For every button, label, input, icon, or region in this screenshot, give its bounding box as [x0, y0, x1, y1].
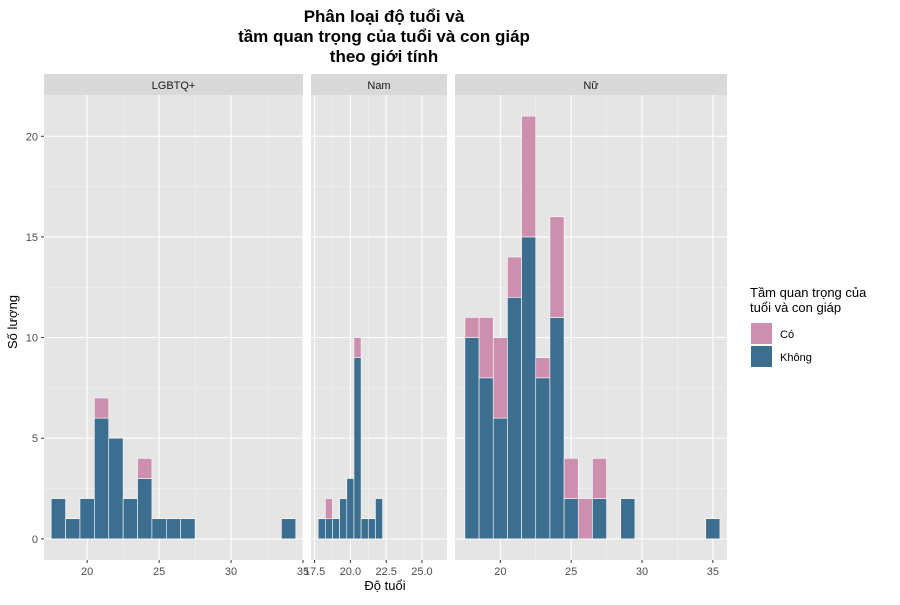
- y-tick-label: 0: [32, 534, 38, 546]
- bar-khong: [563, 498, 579, 540]
- bar-co: [507, 256, 522, 298]
- y-axis: 0 5 10 15 20: [26, 131, 44, 546]
- x-tick-label: 30: [636, 566, 648, 578]
- bar-co: [521, 115, 537, 238]
- bar-co: [577, 498, 593, 540]
- bar-co: [563, 458, 579, 499]
- bar-khong: [325, 518, 333, 540]
- bar-co: [535, 357, 551, 379]
- legend-entries: Có Không: [751, 323, 812, 367]
- legend: Tầm quan trọng của tuổi và con giáp Có Kh…: [750, 285, 867, 367]
- x-tick-label: 35: [707, 566, 719, 578]
- chart-title: Phân loại độ tuổi và tầm quan trọng của …: [238, 7, 530, 66]
- legend-key-co: [751, 323, 772, 344]
- bar-khong: [346, 478, 355, 540]
- bar-co: [592, 458, 607, 499]
- bar-khong: [332, 518, 340, 540]
- bar-co: [492, 337, 508, 419]
- chart-title-line-2: tầm quan trọng của tuổi và con giáp: [238, 27, 530, 46]
- bar-khong: [79, 498, 95, 540]
- bar-co: [353, 337, 362, 358]
- bar-khong: [535, 377, 551, 540]
- panel-background: [311, 95, 447, 560]
- x-tick-label: 25.0: [411, 566, 432, 578]
- bar-khong: [464, 337, 480, 540]
- x-tick-label: 35: [297, 566, 309, 578]
- bar-khong: [94, 417, 110, 540]
- x-tick-label: 30: [225, 566, 237, 578]
- bar-co: [137, 458, 153, 479]
- facet-n-: Nữ 20 25 30 35: [455, 74, 727, 578]
- x-tick-label: 20: [81, 566, 93, 578]
- y-axis-title: Số lượng: [5, 295, 20, 349]
- legend-label-khong: Không: [780, 352, 812, 364]
- bar-khong: [620, 498, 636, 540]
- x-tick-label: 20: [494, 566, 506, 578]
- bar-khong: [705, 518, 721, 540]
- legend-key-khong: [751, 346, 772, 367]
- y-tick-label: 10: [26, 333, 38, 345]
- legend-title-line-2: tuổi và con giáp: [750, 300, 841, 315]
- bar-khong: [166, 518, 181, 540]
- bar-khong: [353, 357, 362, 540]
- bar-co: [549, 216, 565, 318]
- bar-khong: [478, 377, 494, 540]
- facet-strip-label: Nam: [367, 80, 390, 92]
- bar-khong: [375, 498, 383, 540]
- bar-khong: [317, 518, 326, 540]
- legend-label-co: Có: [780, 329, 794, 341]
- legend-title-line-1: Tầm quan trọng của: [750, 285, 867, 300]
- bar-khong: [507, 297, 522, 540]
- chart-title-line-1: Phân loại độ tuổi và: [304, 7, 465, 26]
- bar-khong: [180, 518, 196, 540]
- x-axis-title: Độ tuổi: [364, 578, 405, 593]
- bar-khong: [65, 518, 81, 540]
- facet-strip: [44, 74, 303, 95]
- x-tick-label: 22.5: [375, 566, 396, 578]
- facet-strip: [455, 74, 727, 95]
- facet-lgbtq-: LGBTQ+ 20 25 30 35: [44, 74, 309, 578]
- x-tick-label: 25: [565, 566, 577, 578]
- bar-khong: [549, 317, 565, 540]
- facet-strip-label: Nữ: [583, 80, 599, 92]
- bar-khong: [339, 498, 348, 540]
- facet-strip-label: LGBTQ+: [152, 80, 196, 92]
- facet-panels: LGBTQ+ 20 25 30 35 Nam 17.5 20.0 22.5 25.0 Nữ 20 25 3…: [44, 74, 727, 578]
- bar-khong: [50, 498, 66, 540]
- bar-khong: [151, 518, 167, 540]
- bar-khong: [122, 498, 138, 540]
- bar-khong: [367, 518, 376, 540]
- y-tick-label: 5: [32, 433, 38, 445]
- y-tick-label: 20: [26, 131, 38, 143]
- facet-nam: Nam 17.5 20.0 22.5 25.0: [304, 74, 447, 578]
- bar-khong: [521, 236, 537, 540]
- bar-co: [478, 317, 494, 379]
- facet-strip: [311, 74, 447, 95]
- bar-co: [94, 397, 110, 419]
- bar-khong: [281, 518, 297, 540]
- chart-title-line-3: theo giới tính: [330, 47, 438, 66]
- bar-khong: [360, 518, 369, 540]
- x-tick-label: 20.0: [340, 566, 361, 578]
- bar-khong: [592, 498, 607, 540]
- panel-background: [44, 95, 303, 560]
- bar-khong: [137, 478, 153, 540]
- x-tick-label: 17.5: [304, 566, 325, 578]
- bar-khong: [492, 417, 508, 540]
- bar-co: [325, 498, 333, 520]
- y-tick-label: 15: [26, 232, 38, 244]
- x-tick-label: 25: [153, 566, 165, 578]
- bar-khong: [108, 437, 124, 540]
- bar-co: [464, 317, 480, 338]
